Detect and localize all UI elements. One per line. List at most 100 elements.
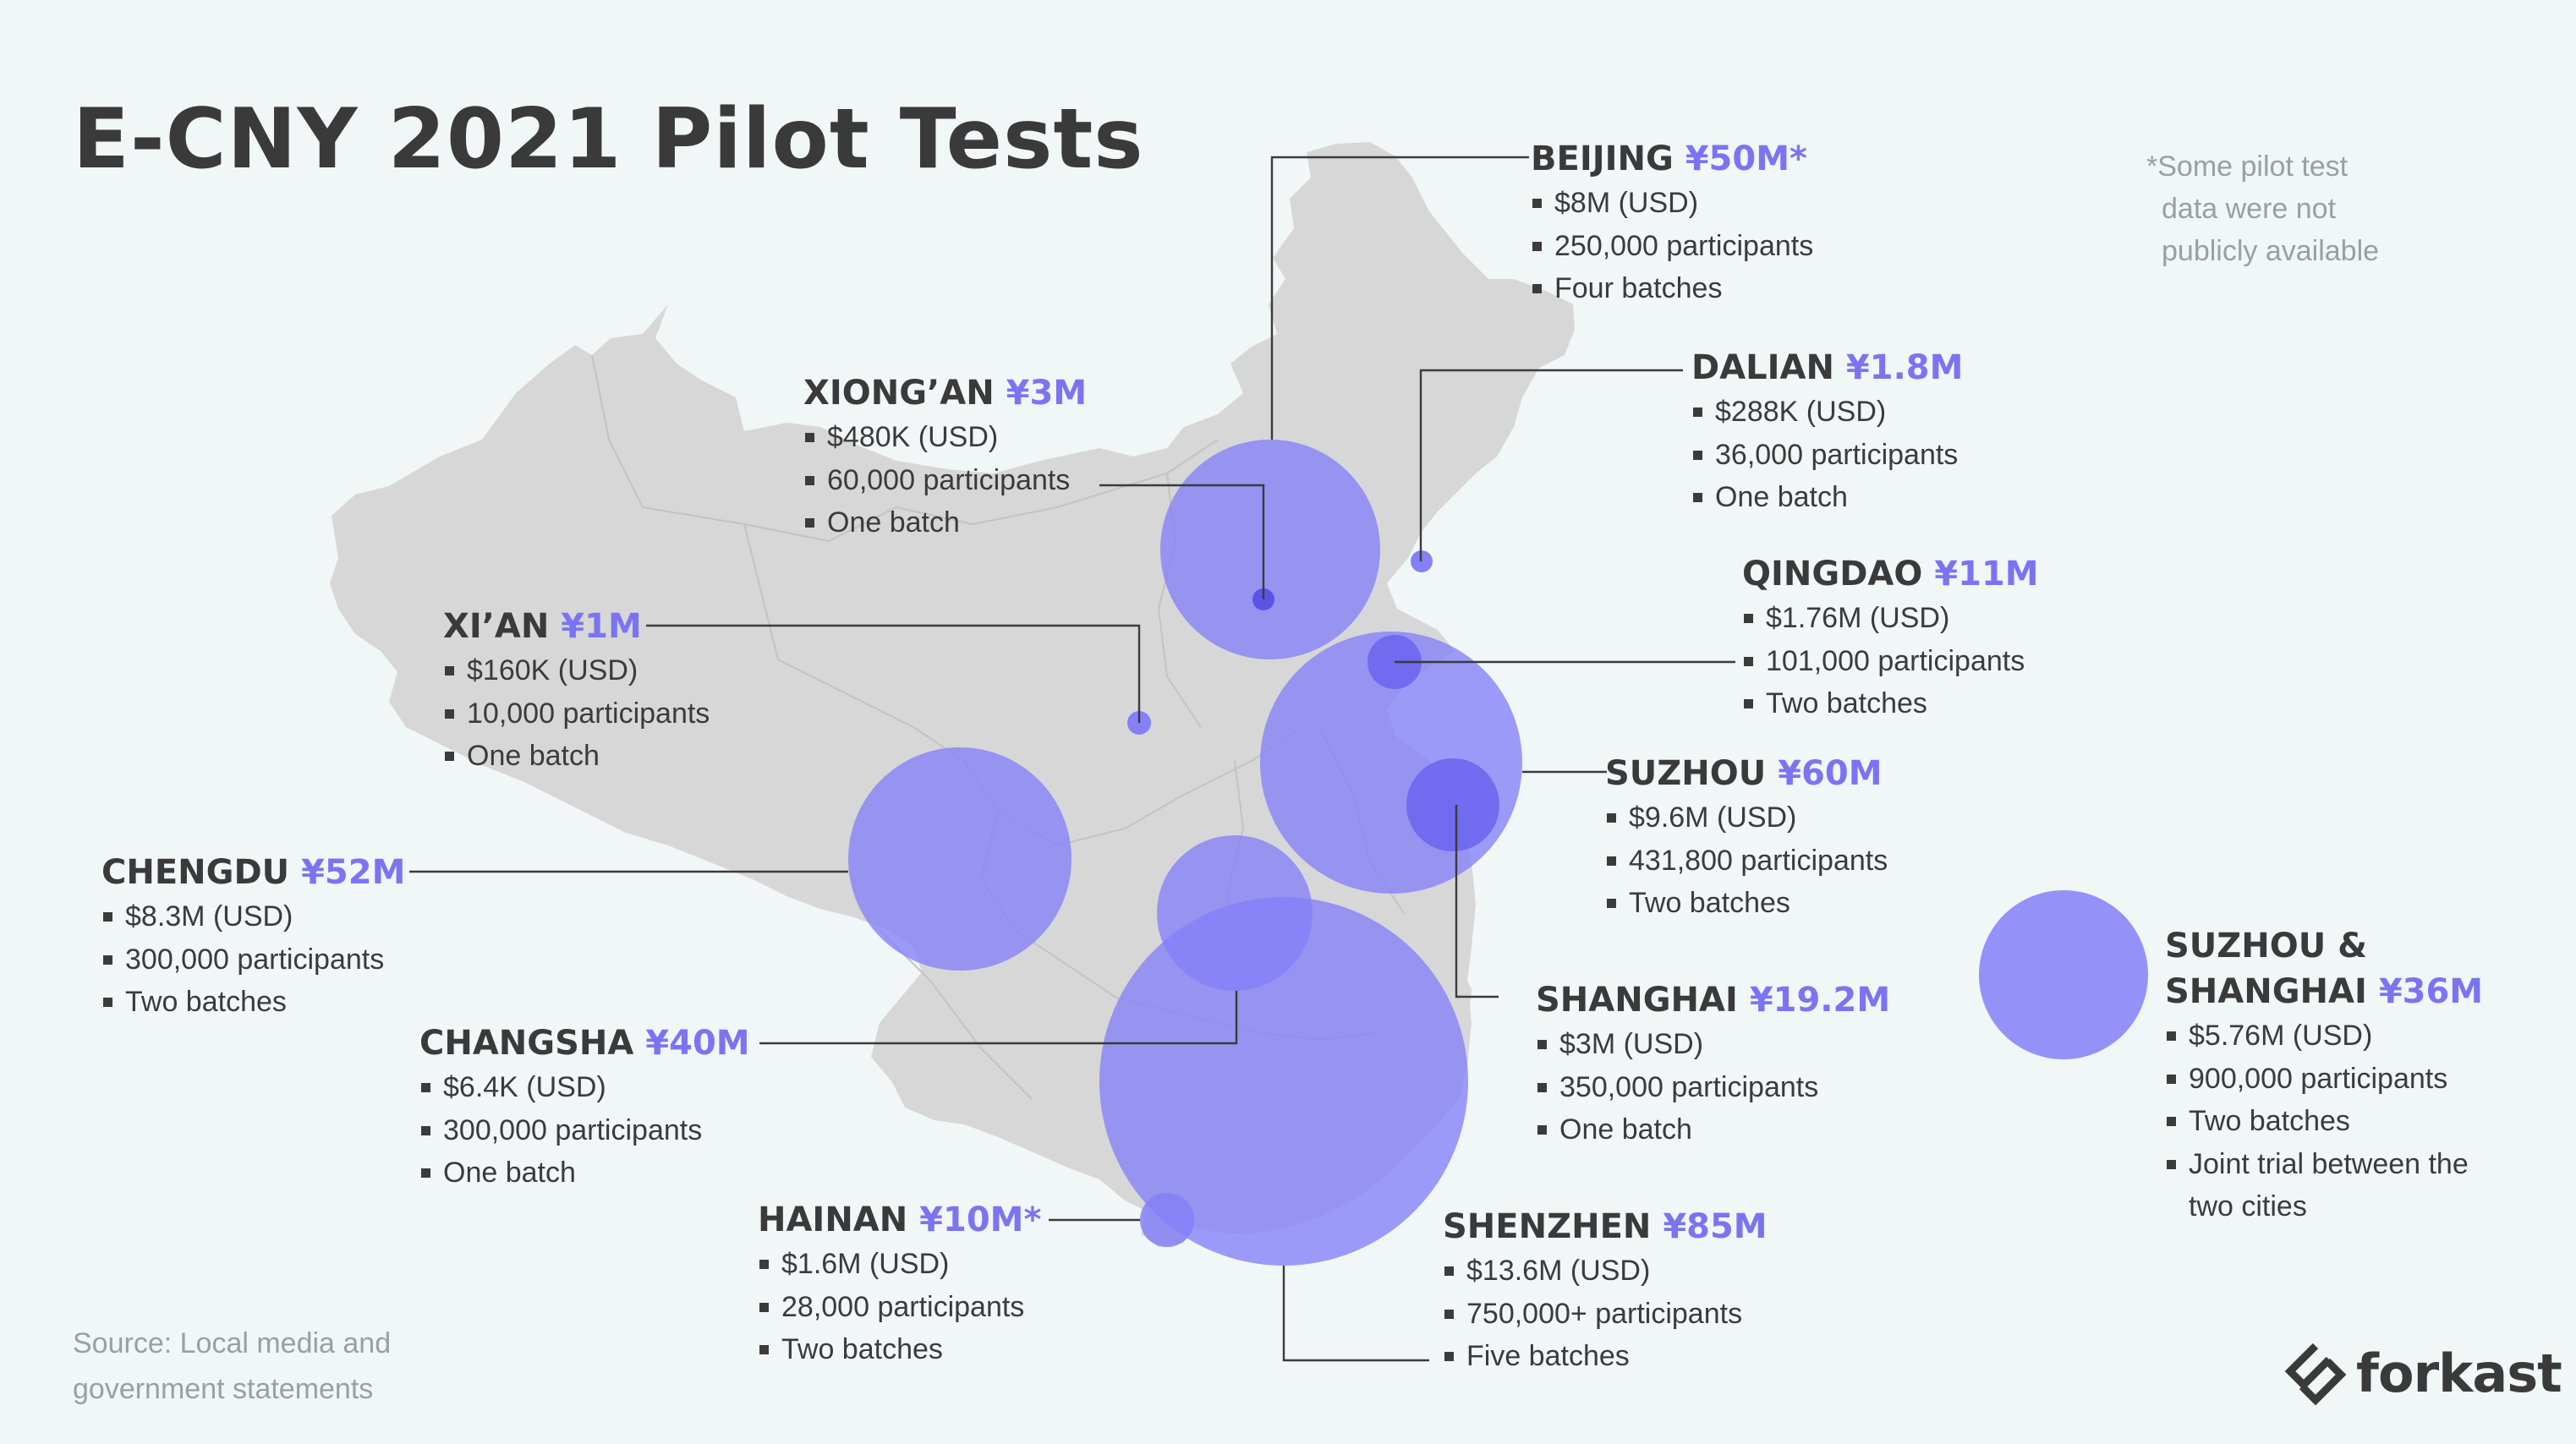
detail-item: One batch	[803, 501, 1087, 544]
city-name: SHANGHAI	[2165, 972, 2367, 1011]
city-amount: ¥3M	[1006, 374, 1088, 413]
detail-item: $288K (USD)	[1691, 391, 1963, 434]
detail-item: $5.76M (USD)	[2165, 1015, 2483, 1058]
bubble-beijing[interactable]	[1160, 440, 1380, 659]
city-name: SUZHOU	[1605, 754, 1767, 793]
source-line: government statements	[73, 1373, 374, 1405]
detail-item: $8.3M (USD)	[101, 895, 405, 938]
detail-item: Two batches	[1742, 682, 2039, 725]
detail-item: Four batches	[1531, 267, 1813, 310]
city-details: $13.6M (USD) 750,000+ participants Five …	[1443, 1250, 1768, 1378]
detail-item: Joint trial between the	[2165, 1143, 2483, 1186]
city-details: $8M (USD) 250,000 participants Four batc…	[1531, 182, 1813, 310]
forkast-logo[interactable]: forkast	[2283, 1339, 2562, 1407]
detail-item: $6.4K (USD)	[419, 1066, 750, 1109]
city-details: $1.76M (USD) 101,000 participants Two ba…	[1742, 597, 2039, 725]
bubble-shanghai[interactable]	[1406, 758, 1499, 851]
detail-item: One batch	[1536, 1108, 1890, 1151]
detail-item: 28,000 participants	[758, 1286, 1041, 1329]
footnote-line: data were not	[2162, 193, 2337, 225]
detail-item: $1.76M (USD)	[1742, 597, 2039, 640]
city-name: HAINAN	[758, 1201, 908, 1239]
city-name: SHENZHEN	[1443, 1207, 1652, 1246]
city-details: $5.76M (USD) 900,000 participants Two ba…	[2165, 1015, 2483, 1228]
city-heading: CHENGDU ¥52M	[101, 850, 405, 895]
city-card-suzhou: SUZHOU ¥60M $9.6M (USD) 431,800 particip…	[1605, 751, 1888, 925]
city-card-chengdu: CHENGDU ¥52M $8.3M (USD) 300,000 partici…	[101, 850, 405, 1024]
city-card-dalian: DALIAN ¥1.8M $288K (USD) 36,000 particip…	[1691, 345, 1963, 519]
city-card-hainan: HAINAN ¥10M* $1.6M (USD) 28,000 particip…	[758, 1197, 1041, 1371]
city-heading: SUZHOU &	[2165, 927, 2368, 965]
detail-item: 10,000 participants	[443, 692, 710, 736]
footnote-line: publicly available	[2162, 235, 2380, 267]
detail-item: $3M (USD)	[1536, 1023, 1890, 1066]
detail-item: One batch	[1691, 476, 1963, 519]
detail-item: Two batches	[101, 981, 405, 1024]
leader-lines	[409, 156, 1735, 1362]
detail-item: 60,000 participants	[803, 459, 1087, 502]
bubble-shenzhen[interactable]	[1099, 897, 1468, 1266]
city-name: QINGDAO	[1742, 555, 1923, 593]
city-card-xiongan: XIONG’AN ¥3M $480K (USD) 60,000 particip…	[803, 370, 1087, 544]
detail-item: 300,000 participants	[419, 1109, 750, 1152]
city-heading: QINGDAO ¥11M	[1742, 551, 2039, 597]
city-heading: SUZHOU ¥60M	[1605, 751, 1888, 796]
detail-item: 350,000 participants	[1536, 1066, 1890, 1109]
city-details: $288K (USD) 36,000 participants One batc…	[1691, 391, 1963, 519]
detail-item: 101,000 participants	[1742, 640, 2039, 683]
city-heading: XIONG’AN ¥3M	[803, 370, 1087, 416]
city-card-beijing: BEIJING ¥50M* $8M (USD) 250,000 particip…	[1531, 136, 1813, 310]
city-card-suzhou-shanghai: SUZHOU & SHANGHAI ¥36M $5.76M (USD) 900,…	[2165, 923, 2483, 1228]
city-name: CHENGDU	[101, 853, 290, 892]
city-details: $480K (USD) 60,000 participants One batc…	[803, 416, 1087, 544]
city-amount: ¥19.2M	[1749, 981, 1891, 1020]
detail-item: $1.6M (USD)	[758, 1243, 1041, 1286]
footnote-line: *Some pilot test	[2146, 150, 2349, 183]
city-heading: DALIAN ¥1.8M	[1691, 345, 1963, 391]
city-heading: BEIJING ¥50M*	[1531, 136, 1813, 182]
detail-item: 300,000 participants	[101, 938, 405, 982]
detail-item: 431,800 participants	[1605, 840, 1888, 883]
city-card-shenzhen: SHENZHEN ¥85M $13.6M (USD) 750,000+ part…	[1443, 1204, 1768, 1378]
city-name: DALIAN	[1691, 348, 1834, 387]
city-name: SHANGHAI	[1536, 981, 1738, 1020]
forkast-logo-icon	[2284, 1343, 2347, 1405]
footnote: *Some pilot test data were not publicly …	[2146, 145, 2425, 272]
city-heading: SHANGHAI ¥36M	[2165, 969, 2483, 1015]
city-heading: XI’AN ¥1M	[443, 604, 710, 649]
source-line: Source: Local media and	[73, 1327, 392, 1359]
detail-item: Two batches	[1605, 882, 1888, 925]
city-name: CHANGSHA	[419, 1024, 634, 1063]
city-details: $6.4K (USD) 300,000 participants One bat…	[419, 1066, 750, 1195]
bubble-changsha[interactable]	[1157, 835, 1313, 991]
bubble-chengdu[interactable]	[848, 747, 1072, 971]
detail-item: $160K (USD)	[443, 649, 710, 692]
detail-item: 900,000 participants	[2165, 1058, 2483, 1101]
city-amount: ¥52M	[301, 853, 406, 892]
detail-item: $8M (USD)	[1531, 182, 1813, 225]
source-note: Source: Local media and government state…	[73, 1321, 391, 1412]
city-amount: ¥1.8M	[1845, 348, 1964, 387]
city-details: $160K (USD) 10,000 participants One batc…	[443, 649, 710, 778]
city-heading: HAINAN ¥10M*	[758, 1197, 1041, 1243]
city-amount: ¥40M	[645, 1024, 750, 1063]
city-card-xian: XI’AN ¥1M $160K (USD) 10,000 participant…	[443, 604, 710, 778]
city-amount: ¥1M	[561, 607, 642, 646]
detail-item: Two batches	[758, 1328, 1041, 1371]
page-title: E-CNY 2021 Pilot Tests	[73, 91, 1144, 188]
city-name: XI’AN	[443, 607, 550, 646]
city-details: $1.6M (USD) 28,000 participants Two batc…	[758, 1243, 1041, 1371]
city-card-shanghai: SHANGHAI ¥19.2M $3M (USD) 350,000 partic…	[1536, 977, 1890, 1151]
city-card-qingdao: QINGDAO ¥11M $1.76M (USD) 101,000 partic…	[1742, 551, 2039, 725]
city-amount: ¥60M	[1778, 754, 1883, 793]
city-heading: CHANGSHA ¥40M	[419, 1020, 750, 1066]
city-amount: ¥10M*	[919, 1201, 1042, 1239]
city-amount: ¥50M*	[1685, 139, 1807, 178]
detail-item: Five batches	[1443, 1335, 1768, 1378]
bubble-suzhou-shanghai[interactable]	[1979, 890, 2148, 1059]
detail-item: $13.6M (USD)	[1443, 1250, 1768, 1293]
city-amount: ¥36M	[2378, 972, 2484, 1011]
bubble-hainan[interactable]	[1140, 1193, 1194, 1247]
